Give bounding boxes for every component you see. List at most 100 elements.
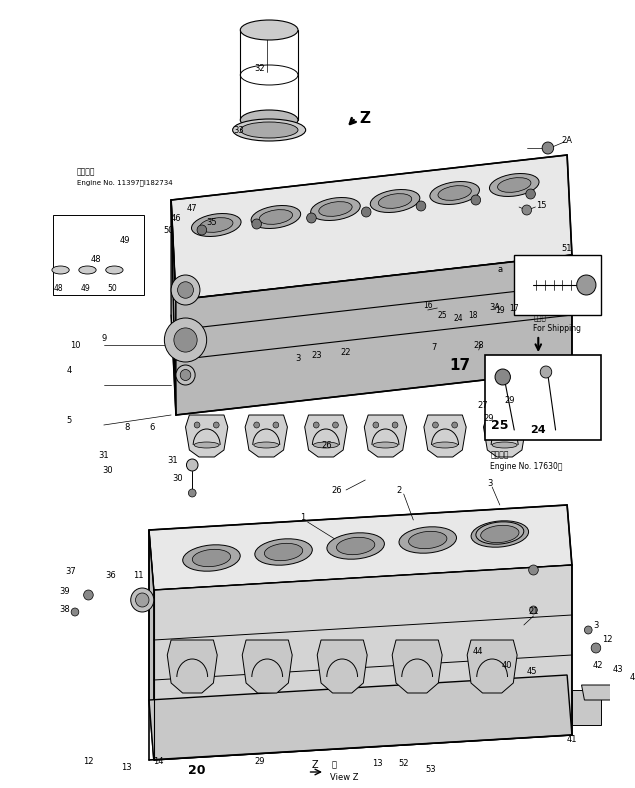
Bar — [485, 355, 601, 440]
Circle shape — [131, 588, 154, 612]
Circle shape — [529, 565, 538, 575]
Text: 13: 13 — [121, 764, 132, 772]
Polygon shape — [167, 640, 217, 693]
Ellipse shape — [240, 20, 298, 40]
Circle shape — [307, 213, 316, 223]
Circle shape — [178, 282, 194, 298]
Ellipse shape — [399, 527, 457, 553]
Text: 32: 32 — [254, 64, 265, 72]
Text: 40: 40 — [501, 660, 512, 670]
Circle shape — [194, 422, 200, 428]
Text: 29: 29 — [483, 414, 493, 422]
Ellipse shape — [498, 177, 531, 192]
Bar — [572, 690, 601, 725]
Ellipse shape — [476, 522, 524, 545]
Circle shape — [254, 422, 260, 428]
Text: 42: 42 — [592, 660, 603, 670]
Text: 38: 38 — [60, 605, 70, 615]
Circle shape — [176, 365, 195, 385]
Text: 12: 12 — [602, 635, 613, 645]
Polygon shape — [149, 530, 154, 760]
Ellipse shape — [337, 537, 375, 555]
Ellipse shape — [251, 206, 300, 229]
Ellipse shape — [264, 544, 303, 560]
Ellipse shape — [319, 202, 352, 217]
Circle shape — [84, 590, 93, 600]
Circle shape — [189, 489, 196, 497]
Ellipse shape — [311, 198, 360, 221]
Polygon shape — [392, 640, 442, 693]
Text: 44: 44 — [472, 648, 483, 656]
Circle shape — [171, 275, 200, 305]
Polygon shape — [185, 415, 228, 457]
Text: 29: 29 — [254, 757, 265, 767]
Ellipse shape — [259, 210, 293, 225]
Circle shape — [333, 422, 338, 428]
Text: 46: 46 — [171, 214, 181, 222]
Circle shape — [451, 422, 458, 428]
Polygon shape — [176, 255, 572, 415]
Text: 30: 30 — [102, 466, 113, 474]
Text: 25: 25 — [438, 310, 447, 319]
Text: 41: 41 — [566, 735, 577, 745]
Circle shape — [542, 142, 554, 154]
Text: 5: 5 — [67, 415, 72, 425]
Polygon shape — [424, 415, 466, 457]
Text: 17: 17 — [509, 303, 519, 313]
Circle shape — [187, 459, 198, 471]
Text: 49: 49 — [120, 236, 130, 244]
Text: 20: 20 — [189, 764, 206, 776]
Circle shape — [373, 422, 378, 428]
Text: 3: 3 — [295, 354, 300, 362]
Text: 21: 21 — [528, 608, 538, 616]
Circle shape — [492, 422, 498, 428]
Polygon shape — [467, 640, 517, 693]
Text: 4: 4 — [67, 366, 72, 374]
Text: View Z: View Z — [330, 774, 358, 782]
Circle shape — [361, 207, 371, 217]
Text: 9: 9 — [101, 333, 107, 343]
Text: 39: 39 — [60, 588, 70, 597]
Text: 3A: 3A — [490, 303, 500, 311]
Circle shape — [213, 422, 219, 428]
Ellipse shape — [232, 119, 305, 141]
Text: 19: 19 — [495, 306, 505, 314]
Text: 31: 31 — [98, 451, 109, 459]
Text: 27: 27 — [478, 400, 488, 410]
Text: 29: 29 — [504, 396, 515, 404]
Ellipse shape — [378, 194, 411, 208]
Text: 30: 30 — [173, 474, 183, 482]
Ellipse shape — [192, 214, 241, 236]
Text: a: a — [497, 266, 502, 274]
Text: 24: 24 — [453, 314, 464, 322]
Ellipse shape — [106, 266, 123, 274]
Circle shape — [530, 606, 537, 614]
Text: 1: 1 — [300, 514, 305, 522]
Circle shape — [591, 643, 601, 653]
Circle shape — [252, 219, 262, 229]
Polygon shape — [171, 155, 572, 300]
Text: 48: 48 — [54, 284, 64, 292]
Ellipse shape — [240, 110, 298, 130]
Text: 適用号機: 適用号機 — [77, 168, 95, 177]
Ellipse shape — [373, 442, 398, 448]
Text: 注意書: 注意書 — [533, 314, 546, 322]
Circle shape — [577, 275, 596, 295]
Circle shape — [313, 422, 319, 428]
Text: 15: 15 — [537, 200, 547, 210]
Text: 50: 50 — [107, 284, 117, 292]
Circle shape — [180, 370, 190, 381]
Text: 49: 49 — [81, 284, 90, 292]
Circle shape — [197, 225, 206, 235]
Ellipse shape — [438, 186, 471, 200]
Circle shape — [416, 201, 426, 211]
Text: 3: 3 — [488, 478, 493, 488]
Bar — [514, 255, 601, 315]
Polygon shape — [483, 415, 526, 457]
Text: 12: 12 — [83, 757, 94, 767]
Polygon shape — [154, 565, 572, 760]
Text: 18: 18 — [468, 310, 478, 319]
Text: 17: 17 — [449, 358, 470, 373]
Polygon shape — [364, 415, 406, 457]
Ellipse shape — [432, 442, 458, 448]
